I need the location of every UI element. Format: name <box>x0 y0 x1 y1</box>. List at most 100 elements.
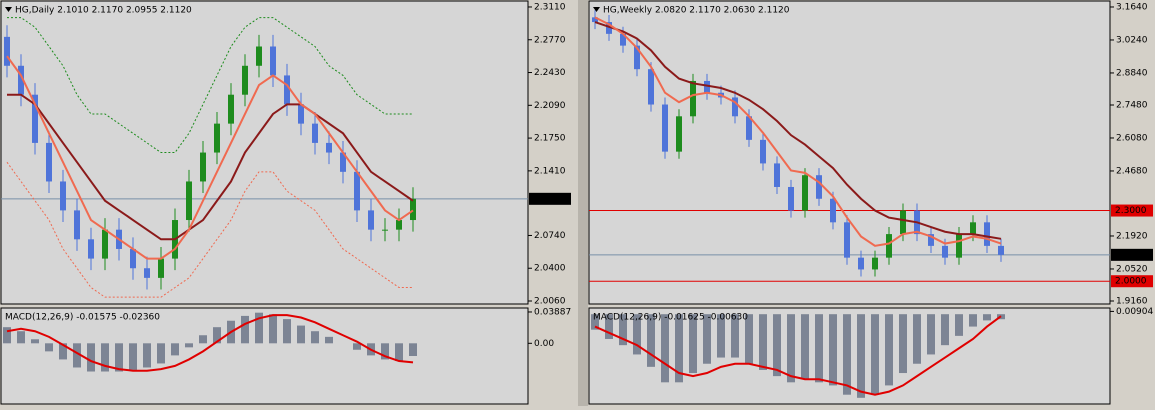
bar-body <box>830 198 836 223</box>
histogram-bar <box>815 314 823 383</box>
bar-body <box>144 268 150 278</box>
bar-body <box>88 239 94 259</box>
histogram-bar <box>115 343 123 372</box>
bar-body <box>186 181 192 221</box>
plot <box>1 17 528 298</box>
bar-body <box>928 234 934 246</box>
histogram-bar <box>829 314 837 386</box>
bar-body <box>676 116 682 152</box>
histogram-bar <box>325 336 333 344</box>
plot-area <box>0 0 529 305</box>
indicator-line <box>7 17 413 154</box>
histogram-bar <box>591 314 599 330</box>
histogram-bar <box>885 314 893 386</box>
y-tick-label: 0.00904 <box>1116 307 1153 317</box>
histogram-bar <box>647 314 655 367</box>
bar-body <box>592 17 598 23</box>
y-tick-label: 2.1410 <box>534 166 566 176</box>
bar-body <box>606 22 612 34</box>
histogram-bar <box>199 335 207 344</box>
bar-body <box>228 94 234 124</box>
histogram-bar <box>87 343 95 372</box>
bar-body <box>788 186 794 211</box>
bar-body <box>620 33 626 46</box>
indicator-line <box>594 21 1002 240</box>
histogram-bar <box>269 314 277 344</box>
histogram-bar <box>899 314 907 374</box>
level-label: 2.0000 <box>1115 277 1147 287</box>
bar-body <box>872 257 878 270</box>
level-box <box>1111 275 1153 288</box>
y-tick-label: 2.2430 <box>534 68 566 78</box>
histogram-bar <box>45 343 53 352</box>
bar-body <box>690 80 696 117</box>
indicator-line <box>6 55 414 260</box>
histogram-bar <box>241 315 249 344</box>
indicator-line <box>7 93 414 241</box>
histogram-bar <box>633 314 641 355</box>
bar-body <box>802 175 808 211</box>
histogram-bar <box>619 314 627 346</box>
panel-header: HG,Weekly 2.0820 2.1170 2.0630 2.1120 <box>603 6 790 16</box>
menu-arrow <box>593 7 600 12</box>
bar-body <box>998 245 1004 255</box>
histogram-bar <box>969 314 977 327</box>
histogram-bar <box>381 343 389 360</box>
histogram-bar <box>17 331 25 344</box>
bar-body <box>270 46 276 76</box>
histogram-bar <box>787 314 795 383</box>
bar-body <box>704 80 710 93</box>
menu-arrow <box>5 7 12 12</box>
histogram-bar <box>871 314 879 395</box>
bar-body <box>4 36 10 66</box>
histogram-bar <box>101 343 109 372</box>
histogram-bar <box>311 331 319 344</box>
y-tick-label: 3.0240 <box>1116 35 1148 45</box>
y-tick-label: 2.0400 <box>534 264 566 274</box>
histogram-bar <box>941 314 949 346</box>
histogram-bar <box>983 314 991 321</box>
bar-body <box>18 65 24 95</box>
bar-body <box>214 123 220 153</box>
bar-body <box>200 152 206 182</box>
bar-body <box>410 198 416 221</box>
bar-body <box>242 65 248 95</box>
bar-body <box>984 222 990 246</box>
bar-body <box>774 163 780 187</box>
histogram-bar <box>703 314 711 364</box>
panel-header: MACD(12,26,9) -0.01625 -0.00630 <box>593 313 748 323</box>
level-label: 2.3000 <box>1115 206 1147 216</box>
y-tick-label: 2.7480 <box>1116 100 1148 110</box>
y-tick-label: 2.1920 <box>1116 231 1148 241</box>
bar-body <box>312 123 318 143</box>
bar-body <box>816 175 822 199</box>
bar-body <box>326 142 332 153</box>
histogram-bar <box>213 327 221 344</box>
histogram-bar <box>927 314 935 355</box>
histogram-bar <box>857 314 865 398</box>
bar-body <box>634 45 640 70</box>
signal-line <box>594 315 1002 396</box>
bar-body <box>102 229 108 259</box>
y-tick-label: 2.4680 <box>1116 166 1148 176</box>
bar-body <box>648 69 654 105</box>
signal-line <box>6 314 414 372</box>
y-tick-label: 2.0740 <box>534 231 566 241</box>
histogram-bar <box>171 343 179 356</box>
histogram-bar <box>745 314 753 364</box>
histogram-bar <box>913 314 921 364</box>
level-box <box>1111 204 1153 217</box>
bar-body <box>130 248 136 269</box>
bar-body <box>970 222 976 235</box>
bar-body <box>844 222 850 258</box>
y-tick-label: 2.3110 <box>534 2 566 12</box>
bar-body <box>396 220 402 230</box>
y-tick-label: 1.9160 <box>1116 297 1148 307</box>
indicator-line <box>6 161 413 298</box>
plot <box>589 10 1110 282</box>
histogram-bar <box>157 343 165 364</box>
histogram-bar <box>843 314 851 395</box>
histogram-bar <box>283 319 291 344</box>
histogram-bar <box>661 314 669 383</box>
panel-header: HG,Daily 2.1010 2.1170 2.0955 2.1120 <box>15 6 192 16</box>
